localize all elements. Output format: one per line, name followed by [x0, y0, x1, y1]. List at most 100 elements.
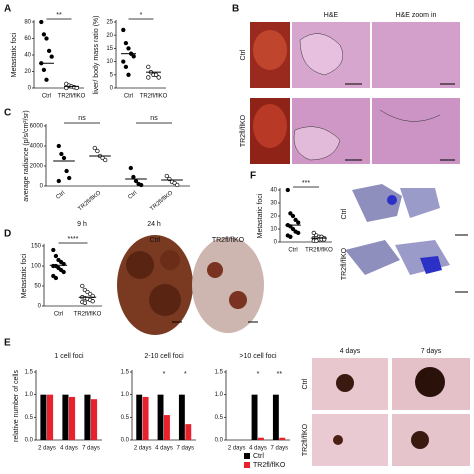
legend-label: TR2fl/flKO: [253, 462, 286, 469]
significance: **: [56, 12, 62, 19]
panel-label: E: [4, 338, 11, 349]
x-tick-label: 7 days: [176, 446, 194, 452]
data-point: [121, 27, 126, 33]
significance: ****: [68, 236, 79, 243]
column-label: H&E zoom in: [396, 12, 437, 19]
bar: [258, 437, 264, 440]
data-point: [296, 220, 301, 225]
significance: *: [257, 371, 260, 378]
panel-label: A: [4, 4, 11, 15]
bar: [164, 415, 170, 440]
column-label: H&E: [324, 12, 339, 19]
bar: [47, 394, 54, 440]
column-label: 4 days: [340, 348, 361, 355]
column-label: 7 days: [421, 348, 442, 355]
data-point: [49, 54, 54, 59]
y-tick-label: 25: [106, 20, 113, 26]
data-point: [59, 151, 64, 157]
y-tick-label: 0: [110, 86, 114, 92]
x-tick-label: 2 days: [228, 446, 246, 452]
y-tick-label: 2000: [30, 164, 44, 170]
data-point: [156, 75, 161, 80]
y-tick-label: 0.0: [121, 438, 130, 444]
y-axis-label: average radiance (p/s/cm²/sr): [23, 110, 30, 201]
bar: [178, 394, 185, 440]
data-point: [67, 175, 72, 181]
row-label: TR2fl/flKO: [302, 423, 309, 456]
data-point: [146, 64, 151, 70]
bar: [84, 394, 91, 440]
chart-title: 2-10 cell foci: [144, 353, 184, 360]
data-point: [46, 48, 52, 54]
data-point: [123, 40, 129, 46]
data-point: [126, 46, 131, 51]
axis: [33, 20, 84, 89]
data-point: [314, 238, 319, 243]
y-tick-label: 40: [24, 53, 31, 59]
y-tick-label: 40: [270, 188, 277, 194]
data-point: [41, 32, 47, 37]
y-tick-label: 0: [274, 240, 278, 246]
data-point: [41, 67, 47, 72]
x-tick-label: TR2fl/flKO: [58, 94, 86, 100]
data-point: [80, 283, 85, 289]
y-tick-label: 1.5: [215, 370, 224, 376]
data-point: [164, 173, 169, 179]
y-tick-label: 0.5: [25, 415, 34, 421]
x-tick-label: TR2fl/flKO: [305, 248, 333, 254]
significance: **: [277, 371, 283, 378]
data-point: [175, 182, 180, 188]
legend-label: Ctrl: [253, 453, 264, 460]
data-point: [56, 178, 61, 184]
significance: *: [184, 371, 187, 378]
image-d: [117, 235, 264, 335]
x-tick-label: Ctrl: [124, 94, 133, 100]
y-tick-label: 80: [24, 20, 31, 26]
x-tick-label: TR2fl/flKO: [149, 190, 174, 213]
y-tick-label: 100: [31, 264, 42, 270]
bar: [62, 394, 69, 440]
panel-label: D: [4, 229, 11, 240]
data-point: [123, 64, 129, 70]
x-tick-label: 4 days: [60, 446, 78, 452]
panel-label: C: [4, 108, 11, 119]
y-tick-label: 30: [270, 201, 277, 207]
y-tick-label: 10: [270, 227, 277, 233]
y-tick-label: 0: [28, 86, 32, 92]
y-tick-label: 5: [110, 72, 114, 78]
data-point: [53, 253, 59, 259]
row-label: Ctrl: [302, 378, 309, 389]
data-point: [296, 230, 301, 236]
data-point: [121, 59, 126, 64]
data-point: [290, 213, 296, 219]
x-tick-label: TR2fl/flKO: [77, 190, 102, 213]
panel-label: F: [250, 171, 256, 182]
x-tick-label: TR2fl/flKO: [74, 312, 102, 318]
y-axis-label: Metastatic foci: [257, 193, 264, 238]
bar: [136, 394, 143, 440]
image-grid-b: [250, 22, 460, 164]
y-tick-label: 6000: [30, 124, 44, 130]
data-point: [90, 299, 95, 304]
bar: [69, 396, 76, 440]
data-point: [82, 300, 88, 305]
bar: [142, 396, 149, 440]
y-tick-label: 0.0: [215, 438, 224, 444]
x-tick-label: Ctrl: [288, 248, 297, 254]
x-group-label: 9 h: [77, 221, 87, 228]
y-tick-label: 0.5: [215, 415, 224, 421]
significance: *: [163, 371, 166, 378]
data-point: [153, 72, 159, 77]
bar: [91, 399, 98, 440]
y-tick-label: 20: [270, 214, 277, 220]
significance: ns: [150, 115, 158, 122]
image-grid-e: [312, 358, 470, 466]
significance: ns: [78, 115, 86, 122]
data-point: [146, 75, 151, 80]
y-tick-label: 50: [34, 284, 41, 290]
data-point: [53, 275, 59, 281]
y-tick-label: 0: [38, 304, 42, 310]
y-axis-label: relative number of cells: [13, 370, 20, 442]
bar: [272, 394, 279, 440]
bar: [40, 394, 47, 440]
